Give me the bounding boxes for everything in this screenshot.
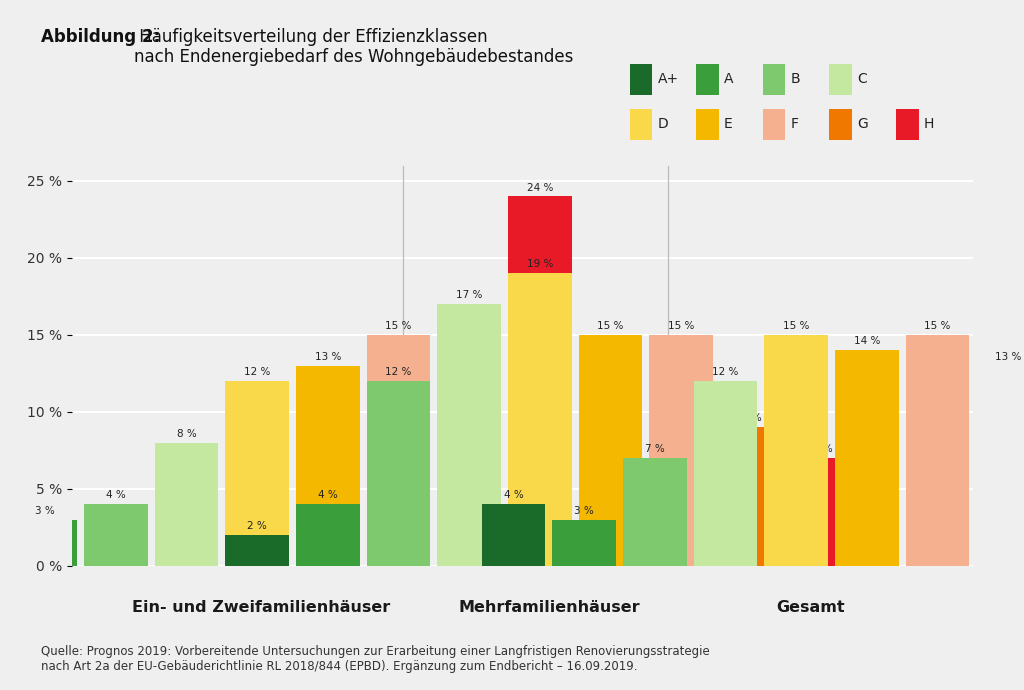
Bar (437, 304, 501, 566)
Bar (763, 63, 785, 95)
Bar (579, 335, 642, 566)
Text: 15 %: 15 % (385, 321, 412, 331)
Text: Mehrfamilienhäuser: Mehrfamilienhäuser (459, 600, 640, 615)
Text: A: A (724, 72, 733, 86)
Text: 3 %: 3 % (574, 506, 594, 516)
Text: G: G (857, 117, 867, 131)
Bar (829, 63, 852, 95)
Text: 7 %: 7 % (813, 444, 833, 454)
Bar (835, 351, 899, 566)
Text: 4 %: 4 % (504, 491, 523, 500)
Text: 3 %: 3 % (35, 506, 55, 516)
Text: D: D (657, 117, 668, 131)
Bar (481, 504, 545, 566)
Text: 12 %: 12 % (713, 367, 738, 377)
Text: C: C (857, 72, 867, 86)
Text: 19 %: 19 % (526, 259, 553, 270)
Bar (720, 427, 783, 566)
Text: 4 %: 4 % (105, 491, 126, 500)
Text: 15 %: 15 % (783, 321, 809, 331)
Text: 15 %: 15 % (597, 321, 624, 331)
Text: 7 %: 7 % (645, 444, 665, 454)
Text: 24 %: 24 % (526, 183, 553, 193)
Text: B: B (791, 72, 800, 86)
Text: Gesamt: Gesamt (776, 600, 845, 615)
Text: 4 %: 4 % (318, 491, 338, 500)
Text: 16 %: 16 % (456, 306, 482, 316)
Text: F: F (791, 117, 799, 131)
Bar (84, 504, 147, 566)
Bar (367, 381, 430, 566)
Bar (976, 366, 1024, 566)
Text: Häufigkeitsverteilung der Effizienzklassen
nach Endenergiebedarf des Wohngebäude: Häufigkeitsverteilung der Effizienzklass… (134, 28, 573, 66)
Text: 12 %: 12 % (385, 367, 412, 377)
Bar (649, 335, 713, 566)
Text: 15 %: 15 % (925, 321, 950, 331)
Text: Abbildung 2:: Abbildung 2: (41, 28, 160, 46)
Bar (225, 535, 289, 566)
Bar (0, 489, 6, 566)
Text: Ein- und Zweifamilienhäuser: Ein- und Zweifamilienhäuser (132, 600, 390, 615)
Bar (296, 504, 359, 566)
Bar (764, 335, 828, 566)
Text: 13 %: 13 % (314, 352, 341, 362)
Bar (791, 458, 854, 566)
Text: Quelle: Prognos 2019: Vorbereitende Untersuchungen zur Erarbeitung einer Langfri: Quelle: Prognos 2019: Vorbereitende Unte… (41, 644, 710, 673)
Bar (696, 63, 719, 95)
Bar (630, 63, 652, 95)
Text: 15 %: 15 % (668, 321, 694, 331)
Bar (623, 458, 686, 566)
Text: 14 %: 14 % (854, 337, 880, 346)
Bar (13, 520, 77, 566)
Bar (225, 381, 289, 566)
Bar (693, 381, 757, 566)
Bar (437, 319, 501, 566)
Bar (155, 443, 218, 566)
Bar (552, 520, 615, 566)
Text: 17 %: 17 % (456, 290, 482, 300)
Bar (296, 366, 359, 566)
Text: H: H (924, 117, 934, 131)
Text: 9 %: 9 % (742, 413, 762, 424)
Text: 2 %: 2 % (248, 521, 267, 531)
Text: 8 %: 8 % (177, 428, 197, 439)
Text: E: E (724, 117, 733, 131)
Bar (367, 335, 430, 566)
Bar (508, 273, 571, 566)
Text: A+: A+ (657, 72, 679, 86)
Bar (508, 197, 571, 566)
Text: 13 %: 13 % (995, 352, 1021, 362)
Bar (905, 335, 970, 566)
Text: 12 %: 12 % (244, 367, 270, 377)
